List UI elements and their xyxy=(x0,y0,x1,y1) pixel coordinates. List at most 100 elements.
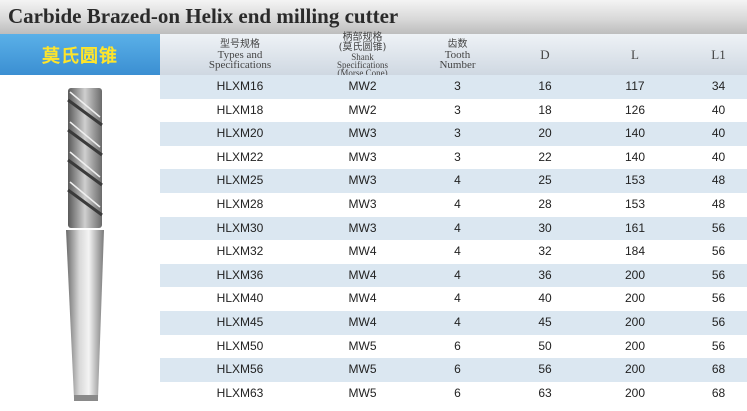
cell-type: HLXM40 xyxy=(216,291,264,306)
cell-l: 153 xyxy=(624,196,646,211)
header-types-en-1: Types and xyxy=(217,48,263,61)
cell-l: 200 xyxy=(624,267,646,282)
cell-l1: 56 xyxy=(711,244,726,259)
cell-l1: 56 xyxy=(711,314,726,329)
cell-d: 18 xyxy=(538,102,552,117)
cell-l1: 68 xyxy=(711,385,726,400)
cell-l: 126 xyxy=(624,102,646,117)
cell-d: 25 xyxy=(538,173,552,188)
cell-l1: 56 xyxy=(711,338,726,353)
cell-shank: MW5 xyxy=(348,362,377,377)
cell-tooth: 4 xyxy=(454,196,461,211)
cell-shank: MW3 xyxy=(348,196,377,211)
cell-type: HLXM20 xyxy=(216,126,264,141)
cell-d: 30 xyxy=(538,220,552,235)
cell-d: 20 xyxy=(538,126,552,141)
cell-tooth: 4 xyxy=(454,267,461,282)
cell-l1: 56 xyxy=(711,267,726,282)
cell-d: 32 xyxy=(538,244,552,259)
header-l1: L1 xyxy=(690,34,747,75)
cell-l: 200 xyxy=(624,338,646,353)
cell-l1: 40 xyxy=(711,149,726,164)
cell-type: HLXM50 xyxy=(216,338,264,353)
cell-type: HLXM32 xyxy=(216,244,264,259)
table-row: HLXM50 MW5 6 50 200 56 xyxy=(160,334,747,359)
cell-l1: 56 xyxy=(711,291,726,306)
cell-l: 140 xyxy=(624,149,646,164)
table-row: HLXM45 MW4 4 45 200 56 xyxy=(160,310,747,335)
header-shank: 柄部规格 (莫氏圆锥) Shank Specifications (Morse … xyxy=(320,32,405,77)
table-row: HLXM36 MW4 4 36 200 56 xyxy=(160,263,747,288)
cell-shank: MW3 xyxy=(348,220,377,235)
header-l: L xyxy=(580,34,690,75)
cell-d: 63 xyxy=(538,385,552,400)
cell-type: HLXM45 xyxy=(216,314,264,329)
cell-l: 140 xyxy=(624,126,646,141)
table-row: HLXM18 MW2 3 18 126 40 xyxy=(160,98,747,123)
cell-tooth: 4 xyxy=(454,220,461,235)
header-l1-label: L1 xyxy=(711,46,726,62)
cell-tooth: 3 xyxy=(454,126,461,141)
header-d: D xyxy=(510,34,580,75)
header-types-cn: 型号规格 xyxy=(220,38,260,50)
cell-shank: MW4 xyxy=(348,267,377,282)
cell-shank: MW2 xyxy=(348,102,377,117)
cell-l: 200 xyxy=(624,291,646,306)
header-l-label: L xyxy=(631,46,639,62)
cell-l1: 56 xyxy=(711,220,726,235)
header-tooth: 齿数 Tooth Number xyxy=(405,34,510,75)
cell-tooth: 4 xyxy=(454,244,461,259)
table-row: HLXM40 MW4 4 40 200 56 xyxy=(160,287,747,311)
cell-d: 56 xyxy=(538,362,552,377)
cell-d: 16 xyxy=(538,79,552,93)
cell-tooth: 4 xyxy=(454,314,461,329)
cell-shank: MW3 xyxy=(348,173,377,188)
cell-type: HLXM28 xyxy=(216,196,264,211)
header-shank-cn2: (莫氏圆锥) xyxy=(338,41,387,53)
cell-type: HLXM25 xyxy=(216,173,264,188)
cell-tooth: 6 xyxy=(454,385,461,400)
cell-l1: 68 xyxy=(711,362,726,377)
cell-tooth: 6 xyxy=(454,362,461,377)
cell-shank: MW4 xyxy=(348,314,377,329)
header-tooth-cn: 齿数 xyxy=(447,38,468,50)
table-row: HLXM28 MW3 4 28 153 48 xyxy=(160,192,747,217)
cell-type: HLXM56 xyxy=(216,362,264,377)
cell-type: HLXM30 xyxy=(216,220,264,235)
table-row: HLXM20 MW3 3 20 140 40 xyxy=(160,122,747,146)
page-title: Carbide Brazed-on Helix end milling cutt… xyxy=(8,4,399,28)
cell-shank: MW3 xyxy=(348,126,377,141)
cell-tooth: 3 xyxy=(454,102,461,117)
table-row: HLXM16 MW2 3 16 117 34 xyxy=(160,75,747,99)
title-banner: Carbide Brazed-on Helix end milling cutt… xyxy=(0,0,747,34)
cell-type: HLXM16 xyxy=(216,79,264,93)
header-tooth-en-2: Number xyxy=(439,58,476,71)
cell-l1: 34 xyxy=(711,79,726,93)
cell-l: 200 xyxy=(624,362,646,377)
cell-d: 36 xyxy=(538,267,552,282)
cell-d: 22 xyxy=(538,149,552,164)
header-shank-en-2: Specifications xyxy=(337,59,388,70)
table-row: HLXM32 MW4 4 32 184 56 xyxy=(160,240,747,264)
milling-cutter-image xyxy=(66,88,104,401)
header-types-en-2: Specifications xyxy=(208,58,272,71)
header-shank-en-1: Shank xyxy=(351,51,374,62)
cell-shank: MW5 xyxy=(348,338,377,353)
cell-type: HLXM18 xyxy=(216,102,264,117)
cell-tooth: 3 xyxy=(454,149,461,164)
cell-l: 200 xyxy=(624,314,646,329)
cell-l1: 48 xyxy=(711,173,726,188)
table-row: HLXM63 MW5 6 63 200 68 xyxy=(160,381,747,406)
cell-tooth: 3 xyxy=(454,79,461,93)
table-row: HLXM22 MW3 3 22 140 40 xyxy=(160,145,747,170)
table-row: HLXM56 MW5 6 56 200 68 xyxy=(160,358,747,382)
cell-l1: 48 xyxy=(711,196,726,211)
cell-l: 200 xyxy=(624,385,646,400)
morse-taper-label: 莫氏圆锥 xyxy=(0,34,160,75)
cell-shank: MW4 xyxy=(348,291,377,306)
cell-shank: MW2 xyxy=(348,79,377,93)
table-header: 型号规格 Types and Specifications 柄部规格 (莫氏圆锥… xyxy=(160,32,747,77)
table-row: HLXM30 MW3 4 30 161 56 xyxy=(160,216,747,241)
cell-tooth: 4 xyxy=(454,291,461,306)
header-d-label: D xyxy=(540,46,550,62)
